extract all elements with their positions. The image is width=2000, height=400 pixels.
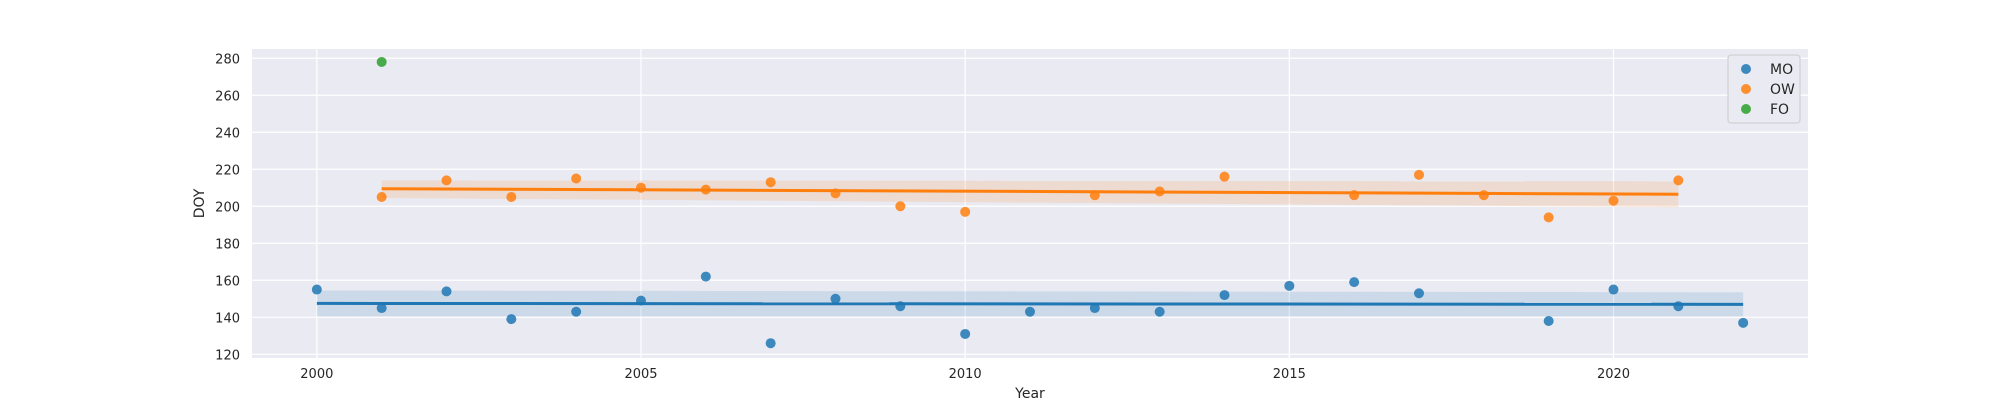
- legend-marker: [1741, 84, 1751, 94]
- ow-point: [441, 175, 452, 186]
- fo-point: [376, 56, 387, 67]
- ow-trend-line: [381, 187, 1679, 196]
- ow-point: [765, 177, 776, 188]
- mo-point: [830, 293, 841, 304]
- mo-point: [506, 314, 517, 325]
- legend-label: MO: [1770, 62, 1793, 78]
- y-tick-label: 280: [215, 52, 240, 67]
- mo-point: [311, 284, 322, 295]
- ow-point: [571, 173, 582, 184]
- ow-point: [376, 192, 387, 203]
- mo-point: [376, 303, 387, 314]
- ow-point: [1608, 195, 1619, 206]
- x-tick-label: 2015: [1273, 367, 1306, 382]
- ow-point: [1414, 169, 1424, 180]
- x-tick-label: 2020: [1597, 367, 1630, 382]
- mo-point: [1025, 306, 1035, 317]
- ow-point: [1478, 190, 1489, 201]
- y-tick-label: 180: [215, 237, 240, 252]
- x-axis-ticks: 2000 2005 2010 2015 2020: [300, 367, 1630, 382]
- ow-point: [636, 182, 646, 193]
- x-tick-label: 2010: [949, 367, 982, 382]
- ow-point: [895, 201, 906, 212]
- x-axis-label: Year: [1014, 386, 1045, 400]
- ow-point: [700, 184, 711, 195]
- ow-point: [1219, 171, 1230, 182]
- mo-point: [1738, 317, 1749, 328]
- mo-point: [700, 271, 711, 282]
- y-tick-label: 220: [215, 163, 240, 178]
- mo-point: [1414, 288, 1424, 299]
- ow-point: [506, 192, 517, 203]
- y-axis-label: DOY: [192, 188, 208, 218]
- x-tick-label: 2000: [300, 367, 333, 382]
- legend-label: OW: [1770, 82, 1795, 98]
- mo-point: [1284, 280, 1295, 291]
- legend-marker: [1741, 104, 1751, 114]
- legend-marker: [1741, 64, 1751, 74]
- mo-point: [1349, 277, 1360, 288]
- mo-point: [765, 338, 776, 349]
- ow-point: [1673, 175, 1684, 186]
- y-tick-label: 120: [215, 348, 240, 363]
- y-axis-ticks: 120 140 160 180 200 220 240 260 280: [215, 52, 240, 363]
- mo-point: [441, 286, 452, 297]
- mo-point: [636, 295, 646, 306]
- mo-point: [895, 301, 906, 312]
- mo-point: [1154, 306, 1165, 317]
- mo-point: [1089, 303, 1100, 314]
- y-tick-label: 140: [215, 311, 240, 326]
- ow-point: [1154, 186, 1165, 197]
- mo-point: [1543, 315, 1554, 326]
- ow-point: [1089, 190, 1100, 201]
- legend: MO OW FO: [1727, 54, 1801, 124]
- trend-lines: [316, 187, 1744, 306]
- ow-point: [1349, 190, 1360, 201]
- y-tick-label: 260: [215, 89, 240, 104]
- mo-point: [1219, 290, 1230, 301]
- plot-area: [252, 49, 1808, 358]
- x-tick-label: 2005: [624, 367, 657, 382]
- y-tick-label: 200: [215, 200, 240, 215]
- mo-point: [960, 328, 971, 339]
- mo-point: [571, 306, 582, 317]
- ow-point: [960, 206, 971, 217]
- mo-point: [1673, 301, 1684, 312]
- y-tick-label: 160: [215, 274, 240, 289]
- mo-point: [1608, 284, 1619, 295]
- mo-trend-line: [316, 301, 1744, 306]
- data-points: [311, 56, 1749, 349]
- y-tick-label: 240: [215, 126, 240, 141]
- ow-point: [1543, 212, 1554, 223]
- legend-label: FO: [1770, 102, 1789, 118]
- ow-point: [830, 188, 841, 199]
